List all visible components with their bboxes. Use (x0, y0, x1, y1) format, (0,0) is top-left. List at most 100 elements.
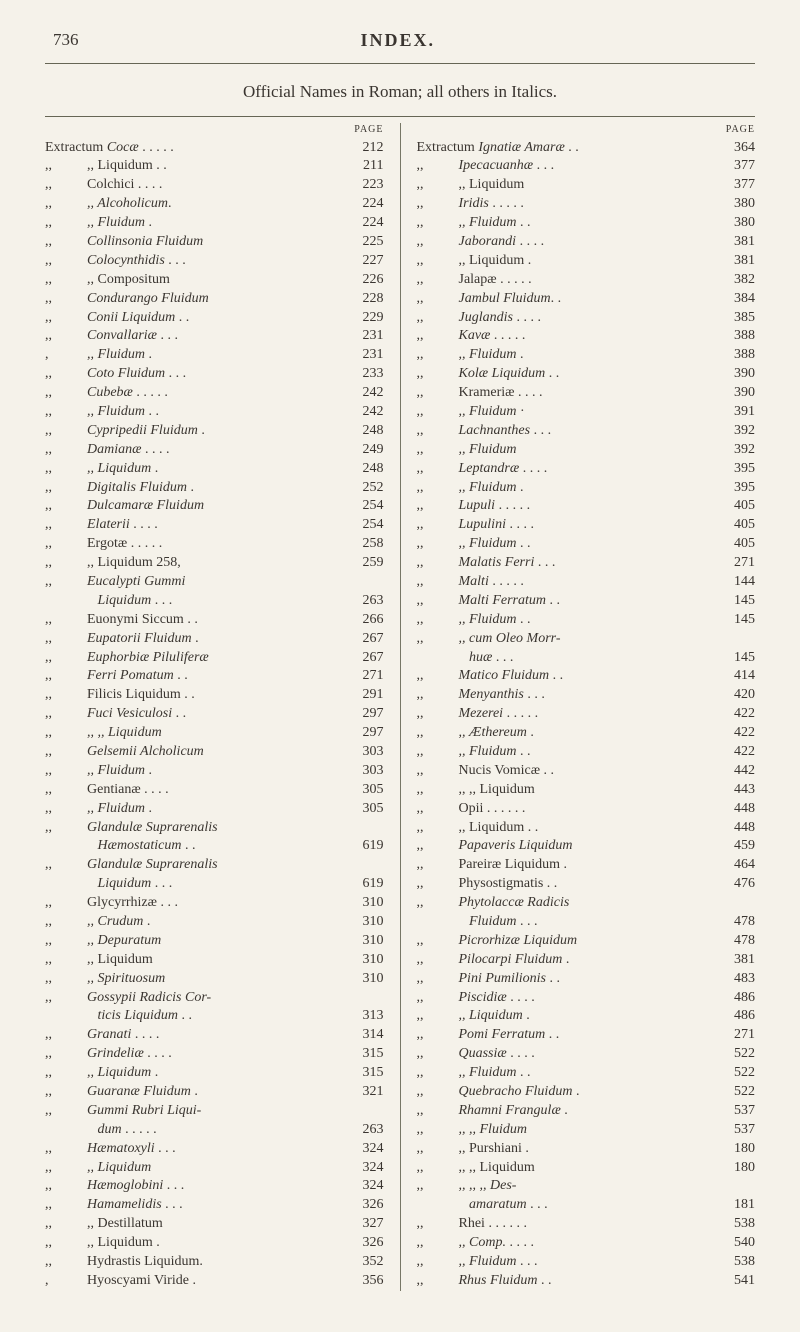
entry-text: ,, ,, Liquidum . (45, 1064, 356, 1083)
entry-page: 392 (727, 441, 755, 460)
index-entry: ,, ,, Fluidum . .145 (417, 611, 756, 630)
entry-page: 390 (727, 365, 755, 384)
entry-text: ,, Eucalypti Gummi (45, 573, 356, 592)
index-entry: ,, ,, Fluidum .305 (45, 800, 384, 819)
entry-text: ,, Kolæ Liquidum . . (417, 365, 728, 384)
entry-page: 225 (356, 233, 384, 252)
index-entry: ,, Conii Liquidum . .229 (45, 309, 384, 328)
index-entry: ,, ,, Æthereum .422 (417, 724, 756, 743)
index-entry: Liquidum . . .263 (45, 592, 384, 611)
index-entry: ,, ,, Fluidum . .422 (417, 743, 756, 762)
entry-page: 252 (356, 479, 384, 498)
index-entry: ,, Mezerei . . . . .422 (417, 705, 756, 724)
entry-text: ,, ,, Liquidum . . (417, 819, 728, 838)
entry-page: 233 (356, 365, 384, 384)
entry-page: 324 (356, 1159, 384, 1178)
entry-text: , Hyoscyami Viride . (45, 1272, 356, 1291)
entry-text: ,, ,, Liquidum . (45, 1234, 356, 1253)
index-entry: ,, Hæmoglobini . . .324 (45, 1177, 384, 1196)
entry-page: 263 (356, 592, 384, 611)
entry-page: 259 (356, 554, 384, 573)
entry-text: Hæmostaticum . . (45, 837, 356, 856)
entry-text: ,, Collinsonia Fluidum (45, 233, 356, 252)
index-entry: ,, Rhamni Frangulæ .537 (417, 1102, 756, 1121)
entry-text: ,, ,, Fluidum . . (417, 743, 728, 762)
index-entry: ,, Juglandis . . . .385 (417, 309, 756, 328)
index-entry: ,, Cypripedii Fluidum .248 (45, 422, 384, 441)
entry-text: ,, ,, Fluidum . . (417, 535, 728, 554)
entry-page: 324 (356, 1177, 384, 1196)
entry-page: 263 (356, 1121, 384, 1140)
entry-text: ,, ,, Fluidum · (417, 403, 728, 422)
entry-text: ,, Dulcamaræ Fluidum (45, 497, 356, 516)
entry-text: ,, ,, Fluidum . . (417, 1064, 728, 1083)
entry-page: 476 (727, 875, 755, 894)
entry-page: 464 (727, 856, 755, 875)
entry-text: ,, Hæmoglobini . . . (45, 1177, 356, 1196)
index-entry: ,, Kavæ . . . . .388 (417, 327, 756, 346)
index-entry: ,, ,, Liquidum .381 (417, 252, 756, 271)
entry-page: 442 (727, 762, 755, 781)
index-entry: ,, Colchici . . . .223 (45, 176, 384, 195)
entry-text: ,, Glandulæ Suprarenalis (45, 856, 356, 875)
index-entry: ,, Rhus Fluidum . .541 (417, 1272, 756, 1291)
entry-text: ,, Granati . . . . (45, 1026, 356, 1045)
entry-text: ,, Opii . . . . . . (417, 800, 728, 819)
index-entry: ,, ,, Fluidum .388 (417, 346, 756, 365)
entry-page: 478 (727, 913, 755, 932)
index-entry: ,, Malti . . . . .144 (417, 573, 756, 592)
entry-page: 483 (727, 970, 755, 989)
entry-page: 321 (356, 1083, 384, 1102)
index-entry: ,, Jambul Fluidum. .384 (417, 290, 756, 309)
index-entry: ,, Menyanthis . . .420 (417, 686, 756, 705)
entry-text: ,, Jambul Fluidum. . (417, 290, 728, 309)
entry-page: 231 (356, 327, 384, 346)
index-entry: ,, ,, ,, Fluidum537 (417, 1121, 756, 1140)
entry-text: ,, Hamamelidis . . . (45, 1196, 356, 1215)
page-label-right: PAGE (417, 123, 756, 137)
entry-text: ,, ,, ,, ,, Des- (417, 1177, 728, 1196)
entry-page: 522 (727, 1045, 755, 1064)
entry-page: 310 (356, 932, 384, 951)
index-entry: ,, Papaveris Liquidum459 (417, 837, 756, 856)
entry-page: 522 (727, 1064, 755, 1083)
entry-text: ,, Conii Liquidum . . (45, 309, 356, 328)
index-entry: ,, Matico Fluidum . .414 (417, 667, 756, 686)
index-entry: ,, Leptandræ . . . .395 (417, 460, 756, 479)
index-entry: ,, Colocynthidis . . .227 (45, 252, 384, 271)
entry-page: 223 (356, 176, 384, 195)
index-entry: ,, Glandulæ Suprarenalis (45, 819, 384, 838)
index-entry: ,, Pomi Ferratum . .271 (417, 1026, 756, 1045)
entry-text: ,, Picrorhizæ Liquidum (417, 932, 728, 951)
index-entry: ,, Guaranæ Fluidum .321 (45, 1083, 384, 1102)
entry-page: 242 (356, 384, 384, 403)
entry-text: ,, Filicis Liquidum . . (45, 686, 356, 705)
entry-page: 405 (727, 535, 755, 554)
entry-page: 271 (727, 1026, 755, 1045)
entry-page: 313 (356, 1007, 384, 1026)
entry-text: Extractum Cocæ . . . . . (45, 139, 356, 158)
index-entry: ,, ,, Fluidum . . .538 (417, 1253, 756, 1272)
entry-page: 267 (356, 630, 384, 649)
index-entry: ,, Euonymi Siccum . .266 (45, 611, 384, 630)
entry-page: 226 (356, 271, 384, 290)
entry-page: 315 (356, 1045, 384, 1064)
index-entry: ,, ,, Liquidum 258,259 (45, 554, 384, 573)
entry-text: ,, Quassiæ . . . . (417, 1045, 728, 1064)
entry-page: 486 (727, 989, 755, 1008)
index-entry: ,, ,, Liquidum . .448 (417, 819, 756, 838)
entry-text: ,, ,, Liquidum (45, 951, 356, 970)
entry-page: 258 (356, 535, 384, 554)
entry-text: ,, Krameriæ . . . . (417, 384, 728, 403)
index-entry: ,, Fuci Vesiculosi . .297 (45, 705, 384, 724)
entry-page: 388 (727, 327, 755, 346)
entry-page: 619 (356, 875, 384, 894)
entry-text: ,, Glycyrrhizæ . . . (45, 894, 356, 913)
entry-text: ,, ,, cum Oleo Morr- (417, 630, 728, 649)
index-entry: ,, Eupatorii Fluidum .267 (45, 630, 384, 649)
entry-text: ,, Matico Fluidum . . (417, 667, 728, 686)
index-entry: ,, ,, Liquidum .326 (45, 1234, 384, 1253)
entry-text: ,, Malti . . . . . (417, 573, 728, 592)
entry-text: ,, ,, Depuratum (45, 932, 356, 951)
entry-page: 271 (727, 554, 755, 573)
